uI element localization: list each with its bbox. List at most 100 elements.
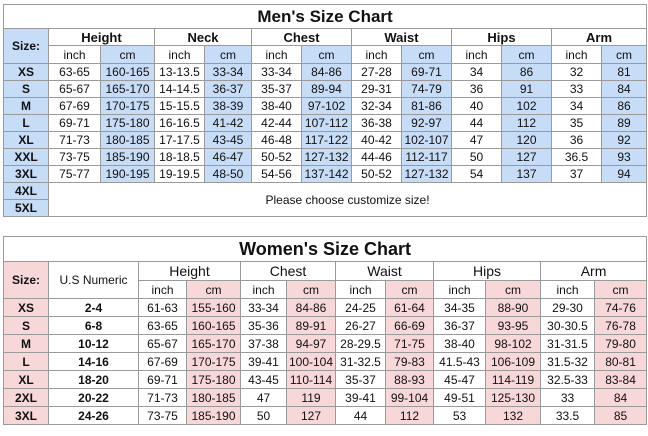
table-row: XS 63-65 160-165 13-13.5 33-34 33-34 84-86 27-2… [3,63,648,81]
womens-value-cell: 114-119 [485,370,541,389]
womens-value-cell: 61-64 [385,298,434,317]
womens-value-cell: 47 [240,388,287,407]
womens-value-cell: 175-180 [186,370,241,389]
mens-value-cell: 75-77 [48,165,101,183]
mens-unit-cm: cm [204,45,252,64]
mens-value-cell: 54 [451,165,502,183]
mens-value-cell: 120 [501,131,552,149]
mens-value-cell: 67-69 [48,97,101,115]
mens-value-cell: 50 [451,148,502,166]
mens-value-cell: 117-122 [301,131,352,149]
mens-height-header: Height [48,28,155,46]
mens-value-cell: 19-19.5 [154,165,205,183]
mens-value-cell: 37 [551,165,602,183]
womens-value-cell: 119 [286,388,336,407]
mens-value-cell: 137 [501,165,552,183]
table-row: S 6-8 63-65 160-165 35-36 89-91 26-27 66-69 36-3… [3,316,648,335]
womens-chart-title: Women's Size Chart [2,236,648,262]
mens-value-cell: 102 [501,97,552,115]
womens-value-cell: 160-165 [186,316,241,335]
mens-unit-cm: cm [401,45,452,64]
mens-unit-inch: inch [551,45,602,64]
mens-value-cell: 36 [551,131,602,149]
mens-size-4xl: 4XL [3,182,49,200]
mens-value-cell: 89 [600,114,648,132]
womens-value-cell: 31.5-32 [540,352,595,371]
womens-value-cell: 33-34 [240,298,287,317]
mens-unit-inch: inch [251,45,302,64]
mens-unit-inch: inch [48,45,101,64]
mens-value-cell: 74-79 [401,80,452,98]
womens-value-cell: 170-175 [186,352,241,371]
womens-value-cell: 37-38 [240,334,287,353]
womens-unit-inch: inch [335,280,386,299]
womens-value-cell: 112 [385,406,434,425]
womens-value-cell: 80-81 [593,352,648,371]
womens-unit-inch: inch [138,280,187,299]
table-row: XS 2-4 61-63 155-160 33-34 84-86 24-25 61-64 34-… [3,298,648,317]
mens-value-cell: 34 [551,97,602,115]
mens-value-cell: 34 [451,63,502,81]
womens-unit-cm: cm [485,280,541,299]
womens-value-cell: 73-75 [138,406,187,425]
mens-value-cell: 92-97 [401,114,452,132]
mens-chest-header: Chest [251,28,352,46]
womens-value-cell: 89-91 [286,316,336,335]
womens-value-cell: 33 [540,388,595,407]
womens-value-cell: 71-75 [385,334,434,353]
womens-height-header: Height [138,261,241,281]
womens-value-cell: 66-69 [385,316,434,335]
womens-size-cell: L [3,352,49,371]
womens-value-cell: 53 [433,406,486,425]
womens-value-cell: 106-109 [485,352,541,371]
womens-value-cell: 99-104 [385,388,434,407]
mens-value-cell: 50-52 [351,165,402,183]
womens-size-cell: S [3,316,49,335]
mens-size-cell: S [3,80,49,98]
mens-value-cell: 81-86 [401,97,452,115]
womens-size-label: Size: [3,261,49,299]
table-row: 2XL 20-22 71-73 180-185 47 119 39-41 99-104 49-5… [3,388,648,407]
womens-value-cell: 35-37 [335,370,386,389]
mens-value-cell: 65-67 [48,80,101,98]
womens-chest-header: Chest [240,261,336,281]
womens-us-numeric-cell: 20-22 [48,388,139,407]
mens-value-cell: 36-37 [204,80,252,98]
womens-us-numeric-cell: 14-16 [48,352,139,371]
table-row: XL 71-73 180-185 17-17.5 43-45 46-48 117-122 40… [3,131,648,149]
mens-value-cell: 38-40 [251,97,302,115]
mens-value-cell: 112-117 [401,148,452,166]
mens-value-cell: 47 [451,131,502,149]
womens-us-numeric-cell: 2-4 [48,298,139,317]
mens-value-cell: 97-102 [301,97,352,115]
womens-unit-cm: cm [186,280,241,299]
womens-value-cell: 127 [286,406,336,425]
womens-value-cell: 79-80 [593,334,648,353]
mens-size-cell: 3XL [3,165,49,183]
mens-value-cell: 46-48 [251,131,302,149]
womens-value-cell: 31-31.5 [540,334,595,353]
mens-unit-cm: cm [100,45,155,64]
mens-unit-inch: inch [351,45,402,64]
womens-value-cell: 49-51 [433,388,486,407]
womens-value-cell: 30-30.5 [540,316,595,335]
womens-unit-inch: inch [540,280,595,299]
mens-hips-header: Hips [451,28,552,46]
womens-value-cell: 38-40 [433,334,486,353]
mens-value-cell: 15-15.5 [154,97,205,115]
mens-size-chart: Men's Size Chart Size: Height Neck Chest… [2,4,648,217]
womens-value-cell: 63-65 [138,316,187,335]
table-row: 3XL 75-77 190-195 19-19.5 48-50 54-56 137-142 5… [3,165,648,183]
mens-value-cell: 112 [501,114,552,132]
mens-value-cell: 33-34 [251,63,302,81]
womens-size-cell: XS [3,298,49,317]
womens-value-cell: 110-114 [286,370,336,389]
mens-size-cell: L [3,114,49,132]
womens-value-cell: 165-170 [186,334,241,353]
womens-value-cell: 50 [240,406,287,425]
mens-value-cell: 18-18.5 [154,148,205,166]
mens-value-cell: 81 [600,63,648,81]
mens-unit-cm: cm [301,45,352,64]
womens-value-cell: 39-41 [240,352,287,371]
mens-custom-size-note: Please choose customize size! [47,182,648,217]
